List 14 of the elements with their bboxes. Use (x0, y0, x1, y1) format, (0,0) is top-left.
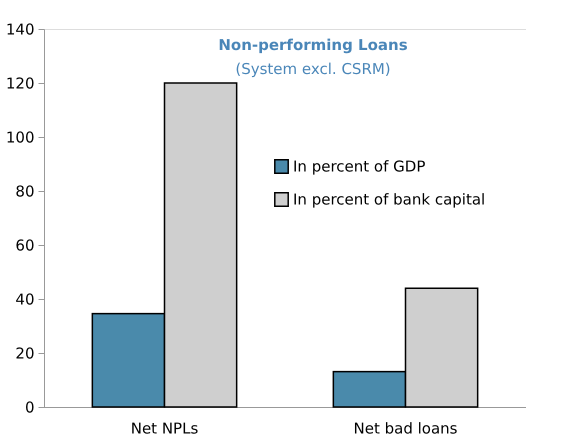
text: (System excl. CSRM) (235, 60, 391, 78)
y-tick-label: 0 (24, 398, 34, 416)
x-tick-label: Net NPLs (130, 420, 198, 438)
y-tick-label: 20 (15, 344, 34, 362)
y-tick-label: 140 (6, 20, 34, 38)
y-tick-label: 120 (6, 74, 34, 92)
y-tick-label: 60 (15, 236, 34, 254)
y-tick-label: 40 (15, 290, 34, 308)
y-tick-label: 80 (15, 182, 34, 200)
legend-label: In percent of GDP (293, 158, 426, 176)
text: Non-performing Loans (218, 36, 408, 54)
y-tick-label: 100 (6, 128, 34, 146)
legend-label: In percent of bank capital (293, 190, 486, 208)
x-tick-label: Net bad loans (354, 420, 458, 438)
